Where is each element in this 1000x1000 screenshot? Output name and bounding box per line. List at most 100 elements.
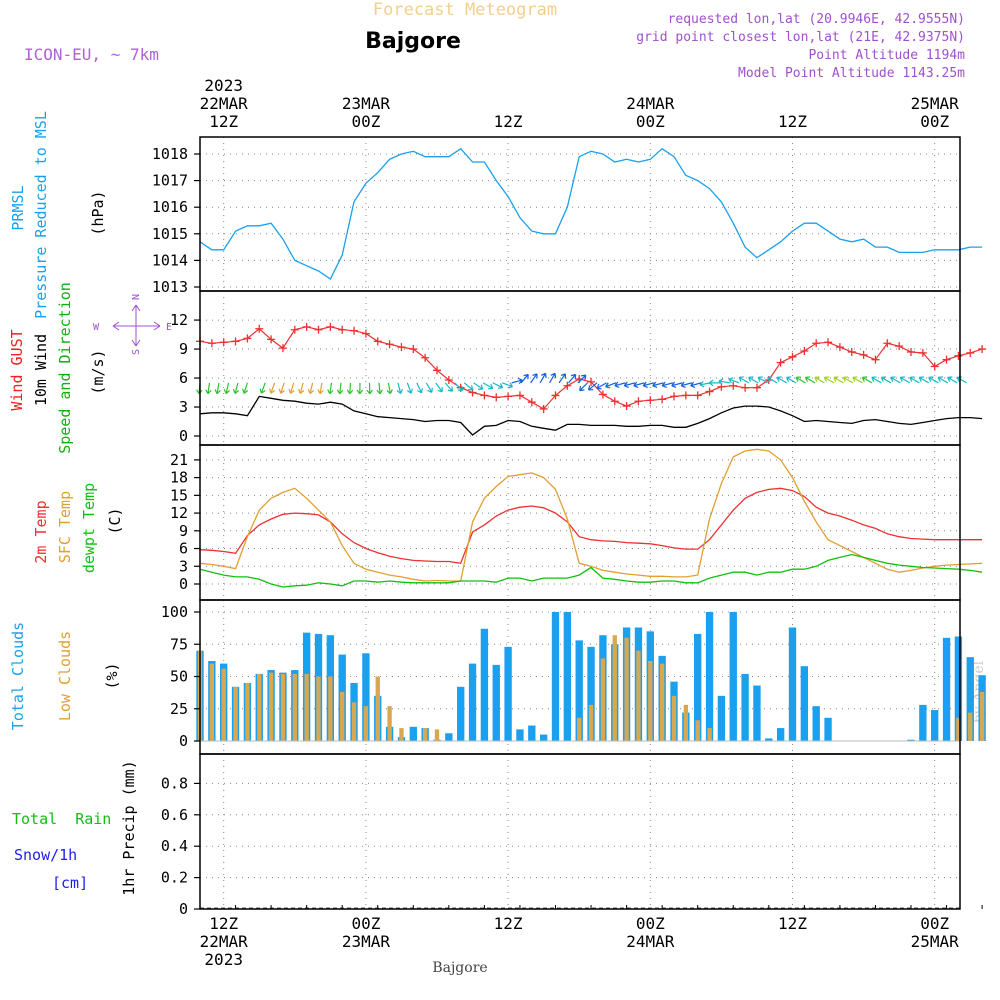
- ytick-label-temp: 3: [179, 557, 188, 575]
- gust-marker: [516, 391, 524, 399]
- time-label-bottom: 2023: [204, 950, 243, 969]
- wind-arrow: [417, 383, 423, 393]
- time-label-bottom: 22MAR: [200, 932, 249, 951]
- wind-arrow: [521, 374, 528, 382]
- model-label: ICON-EU, ~ 7km: [24, 45, 159, 64]
- time-label-top: 2023: [204, 76, 243, 95]
- total-cloud-bar: [931, 710, 938, 741]
- wind-arrow: [709, 380, 720, 386]
- ytick-label-clouds: 75: [170, 635, 188, 653]
- gust-marker: [386, 340, 394, 348]
- total-cloud-bar: [481, 629, 488, 741]
- low-cloud-bar: [707, 728, 711, 741]
- ytick-label-temp: 12: [170, 504, 188, 522]
- time-label-bottom: 00Z: [351, 914, 380, 933]
- wind-arrow: [445, 383, 452, 391]
- gust-marker: [883, 339, 891, 347]
- wind-arrow: [653, 382, 664, 387]
- gust-marker: [943, 356, 951, 364]
- low-cloud-bar: [376, 677, 380, 742]
- total-cloud-bar: [919, 705, 926, 741]
- gust-marker: [741, 384, 749, 392]
- ytick-label-pressure: 1017: [152, 172, 188, 190]
- wind-gust-label: Wind GUST: [8, 329, 26, 410]
- ytick-label-wind: 0: [179, 427, 188, 445]
- ytick-label-temp: 21: [170, 451, 188, 469]
- wind-arrow: [483, 383, 493, 389]
- low-cloud-bar: [340, 692, 344, 741]
- wind-arrow: [397, 383, 402, 394]
- total-cloud-bar: [528, 726, 535, 741]
- gust-line: [200, 327, 982, 409]
- total-cloud-bar: [813, 706, 820, 741]
- wind-arrow: [815, 377, 825, 383]
- panel-frame-pressure: [200, 137, 960, 291]
- total-cloud-bar: [469, 664, 476, 741]
- low-cloud-bar: [660, 664, 664, 741]
- time-label-bottom: 12Z: [494, 914, 523, 933]
- ytick-label-temp: 18: [170, 469, 188, 487]
- gust-marker: [480, 391, 488, 399]
- wind-arrow: [367, 383, 372, 394]
- total-rain-label: Total Rain: [12, 810, 111, 828]
- ytick-label-clouds: 0: [179, 732, 188, 750]
- wind-arrow: [891, 377, 901, 383]
- time-label-bottom: 00Z: [920, 914, 949, 933]
- low-clouds-label: Low Clouds: [56, 631, 74, 721]
- total-cloud-bar: [943, 638, 950, 741]
- gust-marker: [729, 382, 737, 390]
- point-altitude: Point Altitude 1194m: [808, 48, 965, 63]
- low-cloud-bar: [696, 720, 700, 741]
- wind-arrow: [691, 382, 702, 387]
- time-label-top: 23MAR: [342, 94, 391, 113]
- gust-marker: [504, 392, 512, 400]
- data-layer: [196, 149, 986, 908]
- snow-label: Snow/1h: [14, 846, 77, 864]
- gust-marker: [208, 339, 216, 347]
- compass-cross: [113, 305, 160, 346]
- ytick-label-temp: 15: [170, 486, 188, 504]
- panel-frame-temp: [200, 445, 960, 600]
- low-cloud-bar: [601, 658, 605, 741]
- gust-marker: [978, 345, 986, 353]
- low-cloud-bar: [233, 687, 237, 741]
- time-label-top: 12Z: [778, 112, 807, 131]
- gust-marker: [350, 327, 358, 335]
- ytick-label-precip: 0.2: [161, 869, 188, 887]
- total-cloud-bar: [516, 729, 523, 741]
- time-label-top: 12Z: [494, 112, 523, 131]
- gust-marker: [670, 392, 678, 400]
- ytick-label-temp: 6: [179, 540, 188, 558]
- ytick-label-wind: 6: [179, 369, 188, 387]
- low-cloud-bar: [399, 728, 403, 741]
- wind-arrow: [938, 377, 948, 383]
- time-label-top: 00Z: [351, 112, 380, 131]
- gust-marker: [220, 338, 228, 346]
- gust-marker: [812, 339, 820, 347]
- total-cloud-bar: [552, 612, 559, 741]
- gust-marker: [397, 343, 405, 351]
- gust-marker: [279, 344, 287, 352]
- wind-arrow: [739, 377, 749, 383]
- wind-arrow: [493, 383, 503, 389]
- wind-arrow: [357, 383, 362, 394]
- wind-arrow: [672, 382, 683, 387]
- gust-marker: [954, 352, 962, 360]
- wind-speed-line: [200, 396, 982, 435]
- clouds-unit: (%): [103, 662, 121, 689]
- wind-arrow: [580, 383, 588, 391]
- ytick-label-precip: 0.6: [161, 806, 188, 824]
- ytick-label-precip: 0.8: [161, 774, 188, 792]
- temp-sfc-label: SFC Temp: [56, 491, 74, 563]
- wind-arrow: [862, 377, 872, 383]
- wind-arrow: [308, 383, 313, 394]
- low-cloud-bar: [293, 674, 297, 741]
- wind-arrow: [407, 383, 412, 393]
- wind-arrow: [224, 383, 229, 394]
- total-cloud-bar: [753, 686, 760, 741]
- wind-arrow: [624, 382, 635, 387]
- time-label-bottom: 12Z: [209, 914, 238, 933]
- low-cloud-bar: [684, 705, 688, 741]
- wind-arrow: [615, 382, 626, 387]
- compass-n: N: [131, 294, 142, 300]
